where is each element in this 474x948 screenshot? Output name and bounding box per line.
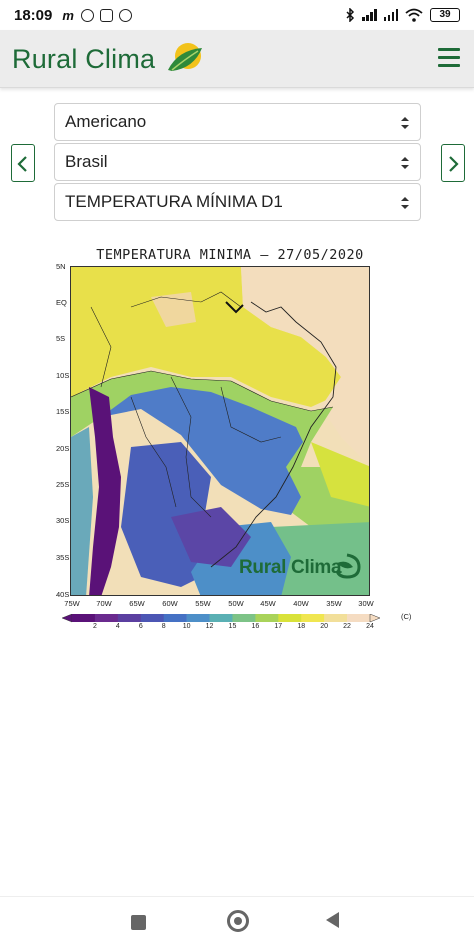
colorbar-segment xyxy=(301,614,325,622)
variable-select[interactable]: TEMPERATURA MÍNIMA D1 xyxy=(54,183,421,221)
lat-label: 30S xyxy=(56,516,70,525)
notification-m-icon: m xyxy=(62,7,74,23)
lat-label: 5N xyxy=(56,262,66,271)
lon-label: 70W xyxy=(96,599,112,608)
lat-label: 15S xyxy=(56,407,70,416)
colorbar-label: 15 xyxy=(228,623,237,630)
instagram-icon xyxy=(81,8,95,22)
wifi-icon xyxy=(405,8,423,22)
colorbar xyxy=(62,614,380,623)
home-button[interactable] xyxy=(227,910,249,932)
back-button[interactable] xyxy=(326,912,339,928)
previous-button[interactable] xyxy=(11,144,35,182)
colorbar-unit: (C) xyxy=(401,612,412,621)
select-caret-icon xyxy=(401,197,409,209)
lat-label: 35S xyxy=(56,553,70,562)
colorbar-segment xyxy=(209,614,233,622)
status-bar: 18:09 m 39 xyxy=(0,0,474,30)
lon-label: 60W xyxy=(162,599,178,608)
lon-label: 40W xyxy=(293,599,309,608)
variable-select-value: TEMPERATURA MÍNIMA D1 xyxy=(65,192,283,211)
colorbar-label: 4 xyxy=(115,623,120,630)
notification-icons: m xyxy=(62,7,133,23)
colorbar-label: 18 xyxy=(297,623,306,630)
colorbar-label: 20 xyxy=(320,623,329,630)
region-select[interactable]: Brasil xyxy=(54,143,421,181)
model-select-value: Americano xyxy=(65,112,147,131)
colorbar-arrow-high xyxy=(369,614,380,623)
map-title: TEMPERATURA MINIMA — 27/05/2020 xyxy=(96,247,364,263)
watermark-leaf-icon xyxy=(335,553,361,579)
chevron-right-icon xyxy=(449,156,459,172)
colorbar-segment xyxy=(278,614,302,622)
region-select-value: Brasil xyxy=(65,152,108,171)
colorbar-segment xyxy=(324,614,348,622)
lat-label: EQ xyxy=(56,298,67,307)
hamburger-menu-icon xyxy=(438,48,460,51)
status-time: 18:09 xyxy=(14,6,53,24)
lat-label: 40S xyxy=(56,590,70,599)
colorbar-label: 22 xyxy=(343,623,351,630)
battery-icon: 39 xyxy=(430,8,460,22)
app-logo: Rural Clima xyxy=(12,44,156,74)
temperature-map xyxy=(70,266,370,596)
whatsapp-icon xyxy=(119,8,133,22)
colorbar-segment xyxy=(117,614,142,622)
colorbar-label: 2 xyxy=(92,623,97,630)
signal-1-icon xyxy=(362,9,377,21)
lon-label: 75W xyxy=(64,599,80,608)
colorbar-segment xyxy=(347,614,371,622)
bluetooth-icon xyxy=(346,8,355,22)
signal-2-icon xyxy=(383,9,398,21)
lon-label: 45W xyxy=(260,599,276,608)
select-caret-icon xyxy=(401,117,409,129)
colorbar-segment xyxy=(255,614,279,622)
lon-label: 35W xyxy=(326,599,342,608)
model-select[interactable]: Americano xyxy=(54,103,421,141)
colorbar-label: 8 xyxy=(161,623,166,630)
lat-label: 10S xyxy=(56,371,70,380)
colorbar-segment xyxy=(94,614,119,622)
lon-label: 55W xyxy=(195,599,211,608)
lat-label: 20S xyxy=(56,444,70,453)
lat-label: 25S xyxy=(56,480,70,489)
colorbar-label: 12 xyxy=(205,623,214,630)
lon-label: 50W xyxy=(228,599,244,608)
colorbar-segment xyxy=(232,614,256,622)
colorbar-label: 24 xyxy=(366,623,374,630)
lat-label: 5S xyxy=(56,334,66,343)
colorbar-label: 16 xyxy=(251,623,260,630)
app-bar: Rural Clima xyxy=(0,30,474,88)
colorbar-label: 10 xyxy=(182,623,191,630)
gallery-icon xyxy=(100,8,114,22)
next-button[interactable] xyxy=(441,144,465,182)
menu-button[interactable] xyxy=(438,48,460,68)
colorbar-label: 17 xyxy=(274,623,283,630)
colorbar-segment xyxy=(72,614,96,622)
colorbar-segment xyxy=(163,614,187,622)
leaf-logo-icon xyxy=(168,43,202,71)
select-caret-icon xyxy=(401,157,409,169)
chevron-left-icon xyxy=(17,156,27,172)
system-status: 39 xyxy=(346,0,460,30)
colorbar-segment xyxy=(140,614,164,622)
colorbar-label: 6 xyxy=(138,623,143,630)
temperature-map-image xyxy=(71,267,369,595)
colorbar-segment xyxy=(186,614,210,622)
lon-label: 65W xyxy=(129,599,145,608)
system-navigation-bar xyxy=(0,896,474,948)
colorbar-arrow-low xyxy=(62,614,73,623)
lon-label: 30W xyxy=(358,599,374,608)
map-watermark: Rural Clima xyxy=(239,557,342,578)
recent-apps-button[interactable] xyxy=(131,915,146,930)
